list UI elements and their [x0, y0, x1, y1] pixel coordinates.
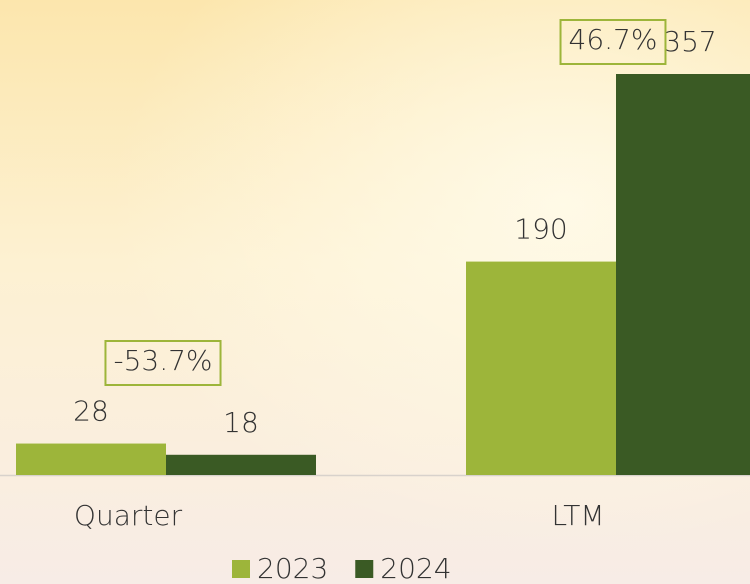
data-label: 18	[223, 406, 259, 439]
annotation-box	[559, 19, 667, 65]
bar	[466, 261, 616, 475]
legend-label: 2023	[257, 552, 328, 584]
x-tick-label: Quarter	[74, 499, 183, 532]
legend-swatch	[232, 560, 250, 578]
change-annotation: -53.7%	[113, 344, 212, 377]
legend-label: 2024	[380, 552, 451, 584]
bar	[16, 443, 166, 475]
legend-swatch	[355, 560, 374, 578]
data-label: 357	[663, 25, 716, 58]
bar	[166, 454, 316, 475]
change-annotation: 46.7%	[569, 23, 658, 56]
data-label: 28	[73, 395, 109, 428]
data-label: 190	[514, 213, 567, 246]
x-tick-label: LTM	[551, 499, 604, 532]
bar	[616, 74, 750, 475]
annotation-box	[104, 340, 222, 386]
